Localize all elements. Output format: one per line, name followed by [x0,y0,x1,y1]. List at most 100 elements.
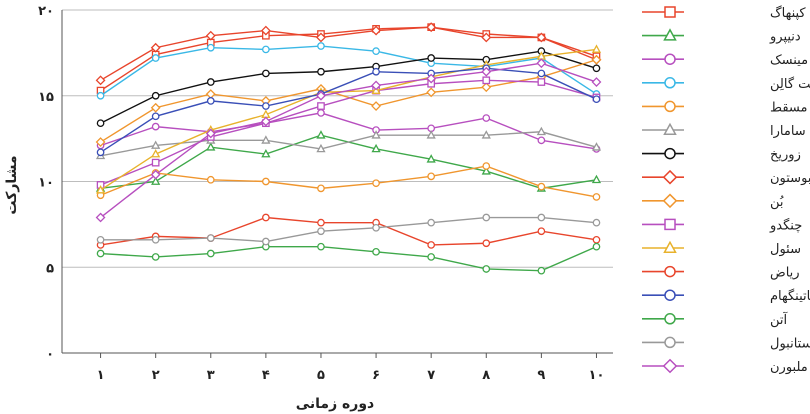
data-point [592,235,601,244]
series-line [100,79,597,186]
y-axis-label: مشارکت [4,155,20,214]
data-point [96,148,105,157]
series-3 [96,109,601,153]
y-tick-label: ۱۵ [38,90,54,105]
data-point [206,43,215,52]
data-point [482,114,491,122]
legend-item: آتن [642,311,789,328]
data-point [150,169,161,180]
data-point [427,241,436,249]
data-point [151,158,160,167]
legend-item: چنگدو [642,217,802,233]
data-point [151,112,160,121]
data-point [536,58,547,69]
legend-marker [664,289,676,301]
y-tick-label: ۰ [46,347,54,362]
series-12 [96,213,601,249]
legend-marker [664,77,676,89]
series-8 [95,22,602,86]
x-tick-label: ۹ [537,368,545,383]
data-point [372,47,380,56]
data-point [261,109,271,118]
series-line [100,45,597,97]
legend-label: چنگدو [769,217,802,233]
legend-item: استانبول [642,336,810,351]
data-point [371,25,381,36]
data-point [591,142,602,151]
data-point [316,90,326,101]
data-point [592,193,601,201]
series-lines [95,22,602,275]
data-point [372,179,380,188]
data-point [95,212,106,223]
data-point [317,218,325,227]
data-point [482,162,491,170]
series-line [100,48,597,191]
data-point [317,184,325,193]
legend-label: ریاض [770,266,800,281]
legend-item: سنت گالِن [642,76,810,92]
data-point [150,42,161,53]
series-line [100,245,597,272]
data-point [481,130,491,139]
legend-item: مینسک [642,53,808,68]
data-point [206,142,216,151]
legend-label: بُن [770,195,785,210]
data-point [591,44,602,53]
data-point [536,126,546,136]
series-line [100,216,597,246]
legend-item: سامارا [642,122,806,139]
data-point [371,130,381,139]
data-point [262,213,270,222]
data-point [371,143,381,153]
data-point [592,242,601,251]
data-point [592,95,601,104]
data-point [205,30,216,41]
x-tick-label: ۵ [317,368,325,383]
legend-label: ملبورن [770,360,808,375]
data-point [262,45,270,54]
legend-label: بوستون [770,171,810,186]
axes: ۰ ۵ ۱۰ ۱۵ ۲۰ ۱ ۲ ۳ ۴ ۵ ۶ ۷ ۸ ۹ ۱۰ [38,4,613,383]
series-14 [96,242,601,275]
legend-item: کپنهاگ [642,4,806,21]
data-point [316,32,326,43]
data-point [206,78,215,86]
legend-label: مسقط [770,100,807,115]
data-point [95,185,106,194]
series-line [100,59,597,143]
data-point [427,218,436,227]
data-point [537,78,546,86]
data-point [261,135,271,144]
data-point [426,73,437,84]
data-point [426,22,437,33]
data-point [372,223,380,232]
data-point [151,91,160,100]
legend: کپنهاگ دنیپرو مینسک سنت گالِن مسقط سامارا زوری… [642,4,810,375]
legend-marker [662,358,678,374]
legend-marker [662,169,678,185]
x-tick-label: ۱۰ [589,368,605,383]
data-point [371,80,381,91]
data-point [481,82,492,93]
data-point [591,174,602,184]
legend-marker [664,265,676,278]
legend-label: سامارا [770,124,806,139]
data-point [592,218,601,227]
data-point [206,249,215,258]
data-point [372,247,380,256]
series-16 [95,58,602,223]
data-point [96,235,105,244]
legend-marker [662,193,678,209]
x-tick-label: ۳ [207,368,215,383]
data-point [537,69,546,78]
data-point [151,235,160,244]
data-point [96,249,105,258]
x-tick-label: ۲ [152,368,160,383]
series-line [100,50,597,124]
series-line [100,112,597,150]
legend-label: ناتینگهام [770,288,810,304]
legend-marker [664,100,676,113]
data-point [151,54,160,62]
